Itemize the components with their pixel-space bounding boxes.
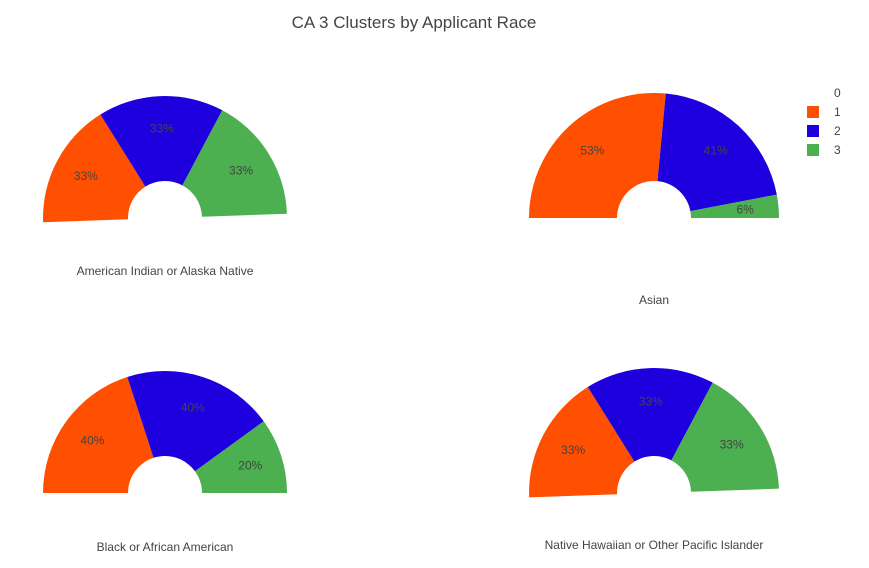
- slice-cluster-3[interactable]: [690, 194, 779, 218]
- legend-item-2[interactable]: 2: [807, 124, 841, 138]
- panel-caption: Native Hawaiian or Other Pacific Islande…: [545, 538, 764, 552]
- slice-label-cluster-3: 20%: [238, 458, 262, 472]
- slice-label-cluster-1: 33%: [561, 443, 585, 457]
- slice-cluster-2[interactable]: [657, 93, 777, 212]
- legend-label: 3: [834, 143, 841, 157]
- legend-label: 1: [834, 105, 841, 119]
- legend-item-0[interactable]: 0: [834, 86, 841, 100]
- slice-cluster-1[interactable]: [529, 386, 635, 498]
- legend-item-3[interactable]: 3: [807, 143, 841, 157]
- slice-cluster-1[interactable]: [43, 376, 154, 493]
- slice-cluster-1[interactable]: [42, 114, 146, 223]
- slice-cluster-3[interactable]: [671, 382, 779, 492]
- slice-label-cluster-2: 40%: [181, 401, 205, 415]
- slice-cluster-2[interactable]: [127, 371, 264, 472]
- slice-label-cluster-3: 33%: [229, 163, 253, 177]
- panel-caption: Black or African American: [97, 540, 234, 554]
- slice-label-cluster-3: 6%: [736, 202, 754, 216]
- slice-label-cluster-2: 33%: [639, 394, 663, 408]
- slice-cluster-2[interactable]: [587, 368, 713, 462]
- slice-cluster-2[interactable]: [100, 96, 223, 187]
- pie-panels: 33% 33% 33% American Indian or Alaska Nativ…: [42, 92, 779, 554]
- slice-label-cluster-1: 33%: [74, 169, 98, 183]
- legend-swatch: [807, 144, 819, 156]
- slice-label-cluster-2: 33%: [150, 121, 174, 135]
- slice-cluster-3[interactable]: [194, 421, 287, 493]
- slice-label-cluster-1: 40%: [80, 433, 104, 447]
- panel-caption: Asian: [639, 293, 669, 307]
- legend-label: 0: [834, 86, 841, 100]
- panel-american-indian-or-alaska-native: 33% 33% 33% American Indian or Alaska Nativ…: [42, 96, 287, 278]
- legend-swatch: [807, 125, 819, 137]
- legend-label: 2: [834, 124, 841, 138]
- legend: 0 1 2 3: [807, 86, 841, 157]
- slice-cluster-1[interactable]: [529, 92, 666, 218]
- slice-cluster-3[interactable]: [182, 110, 287, 217]
- panel-native-hawaiian-or-other-pacific-islander: 33% 33% 33% Native Hawaiian or Other Pacifi…: [529, 368, 779, 552]
- legend-swatch: [807, 106, 819, 118]
- panel-black-or-african-american: 40% 40% 20% Black or African American: [43, 371, 287, 554]
- slice-label-cluster-1: 53%: [580, 143, 604, 157]
- panel-caption: American Indian or Alaska Native: [77, 264, 254, 278]
- slice-label-cluster-3: 33%: [720, 437, 744, 451]
- panel-asian: 53% 41% 6% Asian: [529, 92, 779, 307]
- chart-title: CA 3 Clusters by Applicant Race: [292, 13, 537, 32]
- legend-item-1[interactable]: 1: [807, 105, 841, 119]
- slice-label-cluster-2: 41%: [704, 143, 728, 157]
